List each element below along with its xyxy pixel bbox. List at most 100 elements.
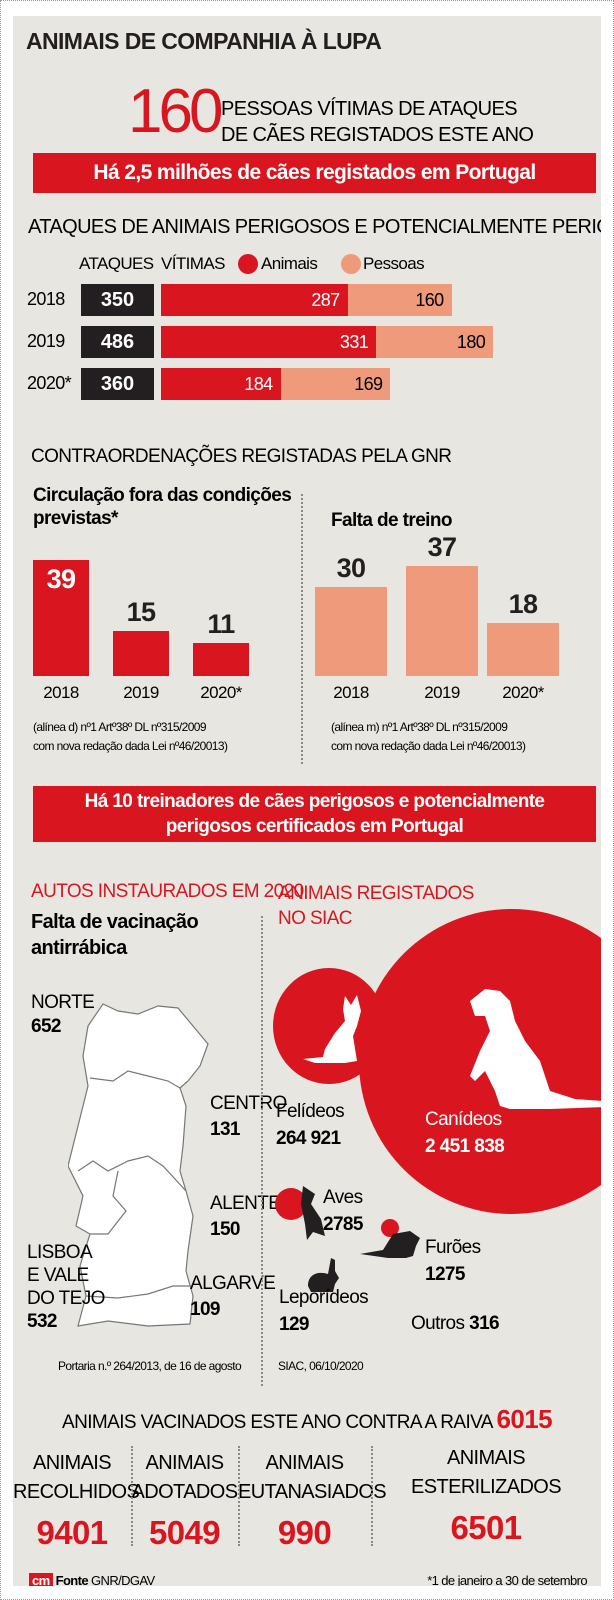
bar-animais bbox=[161, 326, 377, 358]
bar-value: 11 bbox=[207, 609, 235, 640]
attacks-chart-title: ATAQUES DE ANIMAIS PERIGOSOS E POTENCIAL… bbox=[28, 216, 601, 238]
infographic: ANIMAIS DE COMPANHIA À LUPA 160 PESSOAS … bbox=[13, 16, 601, 1586]
year-label: 2019 bbox=[123, 683, 159, 702]
siac-source: SIAC, 06/10/2020 bbox=[278, 1359, 364, 1373]
stat-label-1: ANIMAIS bbox=[265, 1452, 344, 1474]
banner-dogs-registered: Há 2,5 milhões de cães registados em Por… bbox=[33, 153, 596, 193]
divider bbox=[371, 1446, 373, 1546]
region-algarve: ALGARVE 109 bbox=[190, 1273, 276, 1320]
felideos-circle bbox=[273, 968, 385, 1084]
label-pessoas: 160 bbox=[415, 290, 444, 310]
gnr-section-title: CONTRAORDENAÇÕES REGISTADAS PELA GNR bbox=[31, 446, 452, 467]
bar-pessoas bbox=[280, 368, 391, 400]
divider bbox=[261, 916, 263, 1386]
cat-icon bbox=[303, 995, 361, 1063]
region-norte: NORTE 652 bbox=[31, 992, 95, 1037]
bar-pessoas bbox=[376, 326, 494, 358]
legend-pessoas-swatch bbox=[341, 254, 361, 274]
stat-label-1: ANIMAIS bbox=[446, 1447, 526, 1469]
portugal-map bbox=[68, 1003, 209, 1327]
stat-eutanasiados: ANIMAIS EUTANASIADOS 990 bbox=[238, 1449, 387, 1555]
stat-adotados: ANIMAIS ADOTADOS 5049 bbox=[131, 1449, 239, 1555]
header-attacks: ATAQUES bbox=[79, 254, 154, 273]
header-victims: VÍTIMAS bbox=[161, 254, 225, 273]
ferret-icon bbox=[360, 1231, 420, 1258]
vaccinated: ANIMAIS VACINADOS ESTE ANO CONTRA A RAIV… bbox=[62, 1404, 553, 1434]
attacks-value: 486 bbox=[81, 326, 154, 358]
bar-animais bbox=[161, 368, 281, 400]
autos-heading: AUTOS INSTAURADOS EM 2020 bbox=[31, 881, 304, 902]
siac-outros: Outros 316 bbox=[411, 1313, 500, 1334]
label-animais: 287 bbox=[311, 290, 340, 310]
stat-value: 6501 bbox=[450, 1509, 522, 1546]
bar bbox=[406, 566, 478, 676]
year-label: 2018 bbox=[43, 683, 79, 702]
headline-line1: PESSOAS VÍTIMAS DE ATAQUES bbox=[221, 98, 518, 120]
circulacao-title: Circulação fora das condições previstas* bbox=[33, 485, 292, 529]
bar-value: 15 bbox=[126, 597, 156, 628]
legend-pessoas: Pessoas bbox=[363, 254, 425, 273]
stat-label-2: ESTERILIZADOS bbox=[410, 1476, 562, 1498]
banner-trainers: Há 10 treinadores de cães perigosos e po… bbox=[33, 786, 596, 842]
cm-logo: cm bbox=[29, 1573, 53, 1586]
year-label: 2020* bbox=[27, 373, 72, 393]
bar bbox=[193, 643, 249, 676]
year-label: 2020* bbox=[502, 683, 544, 702]
bird-icon bbox=[301, 1186, 325, 1240]
region-lisboa: LISBOA E VALE DO TEJO 532 bbox=[27, 1242, 105, 1332]
bar bbox=[33, 560, 89, 676]
stat-label-2: ADOTADOS bbox=[131, 1481, 239, 1503]
treino-title: Falta de treino bbox=[331, 510, 452, 531]
bar-value: 39 bbox=[46, 564, 76, 595]
bar-pessoas bbox=[347, 284, 452, 316]
stat-label-1: ANIMAIS bbox=[32, 1452, 112, 1474]
label-pessoas: 169 bbox=[354, 374, 383, 394]
divider bbox=[238, 1446, 240, 1546]
legend-animais-swatch bbox=[238, 254, 258, 274]
stat-label-2: RECOLHIDOS bbox=[13, 1481, 140, 1503]
autos-subtitle: Falta de vacinação antirrábica bbox=[31, 911, 199, 959]
footer-note: *1 de janeiro a 30 de setembro bbox=[427, 1573, 587, 1586]
stat-value: 5049 bbox=[148, 1514, 221, 1551]
autos-source: Portaria n.º 264/2013, de 16 de agosto bbox=[58, 1359, 242, 1373]
headline-text: PESSOAS VÍTIMAS DE ATAQUES DE CÃES REGIS… bbox=[221, 96, 534, 148]
divider bbox=[301, 494, 303, 764]
furoes-dot bbox=[381, 1219, 399, 1237]
circulacao-note: (alínea d) nº1 Artº38º DL nº315/2009 com … bbox=[33, 720, 228, 753]
region-centro: CENTRO 131 bbox=[210, 1093, 287, 1140]
year-label: 2019 bbox=[27, 331, 65, 351]
bar-value: 18 bbox=[508, 588, 538, 619]
stat-value: 9401 bbox=[36, 1514, 108, 1551]
headline-number: 160 bbox=[128, 77, 223, 146]
label-animais: 331 bbox=[339, 332, 369, 352]
siac-furoes: Furões 1275 bbox=[425, 1237, 481, 1285]
bar bbox=[315, 586, 387, 676]
bar bbox=[487, 622, 559, 676]
siac-heading: ANIMAIS REGISTADOS NO SIAC bbox=[278, 883, 474, 929]
stat-recolhidos: ANIMAIS RECOLHIDOS 9401 bbox=[13, 1449, 140, 1555]
siac-leporideos: Leporídeos 129 bbox=[279, 1287, 369, 1335]
label-pessoas: 180 bbox=[456, 332, 486, 352]
bar-animais bbox=[161, 284, 348, 316]
legend-animais: Animais bbox=[261, 254, 318, 273]
bar-value: 30 bbox=[336, 552, 366, 583]
stat-esterilizados: ANIMAIS ESTERILIZADOS 6501 bbox=[371, 1444, 601, 1550]
divider bbox=[131, 1446, 133, 1546]
siac-aves: Aves 2785 bbox=[323, 1187, 363, 1235]
siac-felideos: Felídeos 264 921 bbox=[276, 1101, 345, 1149]
year-label: 2019 bbox=[424, 683, 460, 702]
stat-label-2: EUTANASIADOS bbox=[238, 1481, 387, 1503]
rabbit-icon bbox=[308, 1258, 339, 1292]
attacks-value: 360 bbox=[81, 368, 154, 400]
siac-canideos: Canídeos 2 451 838 bbox=[425, 1109, 505, 1157]
headline-line2: DE CÃES REGISTADOS ESTE ANO bbox=[221, 124, 534, 146]
stat-label-1: ANIMAIS bbox=[145, 1452, 224, 1474]
label-animais: 184 bbox=[244, 374, 273, 394]
dog-icon bbox=[470, 989, 601, 1109]
treino-note: (alínea m) nº1 Artº38º DL nº315/2009 com … bbox=[331, 720, 526, 753]
footer-source: cm Fonte GNR/DGAV bbox=[29, 1573, 155, 1586]
attacks-value: 350 bbox=[81, 284, 154, 316]
page-title: ANIMAIS DE COMPANHIA À LUPA bbox=[26, 28, 382, 54]
bar bbox=[113, 631, 169, 676]
year-label: 2020* bbox=[200, 683, 242, 702]
